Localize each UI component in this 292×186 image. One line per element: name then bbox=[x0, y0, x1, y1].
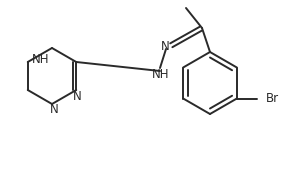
Text: N: N bbox=[50, 102, 58, 116]
Text: N: N bbox=[161, 39, 169, 52]
Text: NH: NH bbox=[32, 52, 49, 65]
Text: Br: Br bbox=[266, 92, 279, 105]
Text: N: N bbox=[73, 89, 82, 102]
Text: NH: NH bbox=[152, 68, 170, 81]
